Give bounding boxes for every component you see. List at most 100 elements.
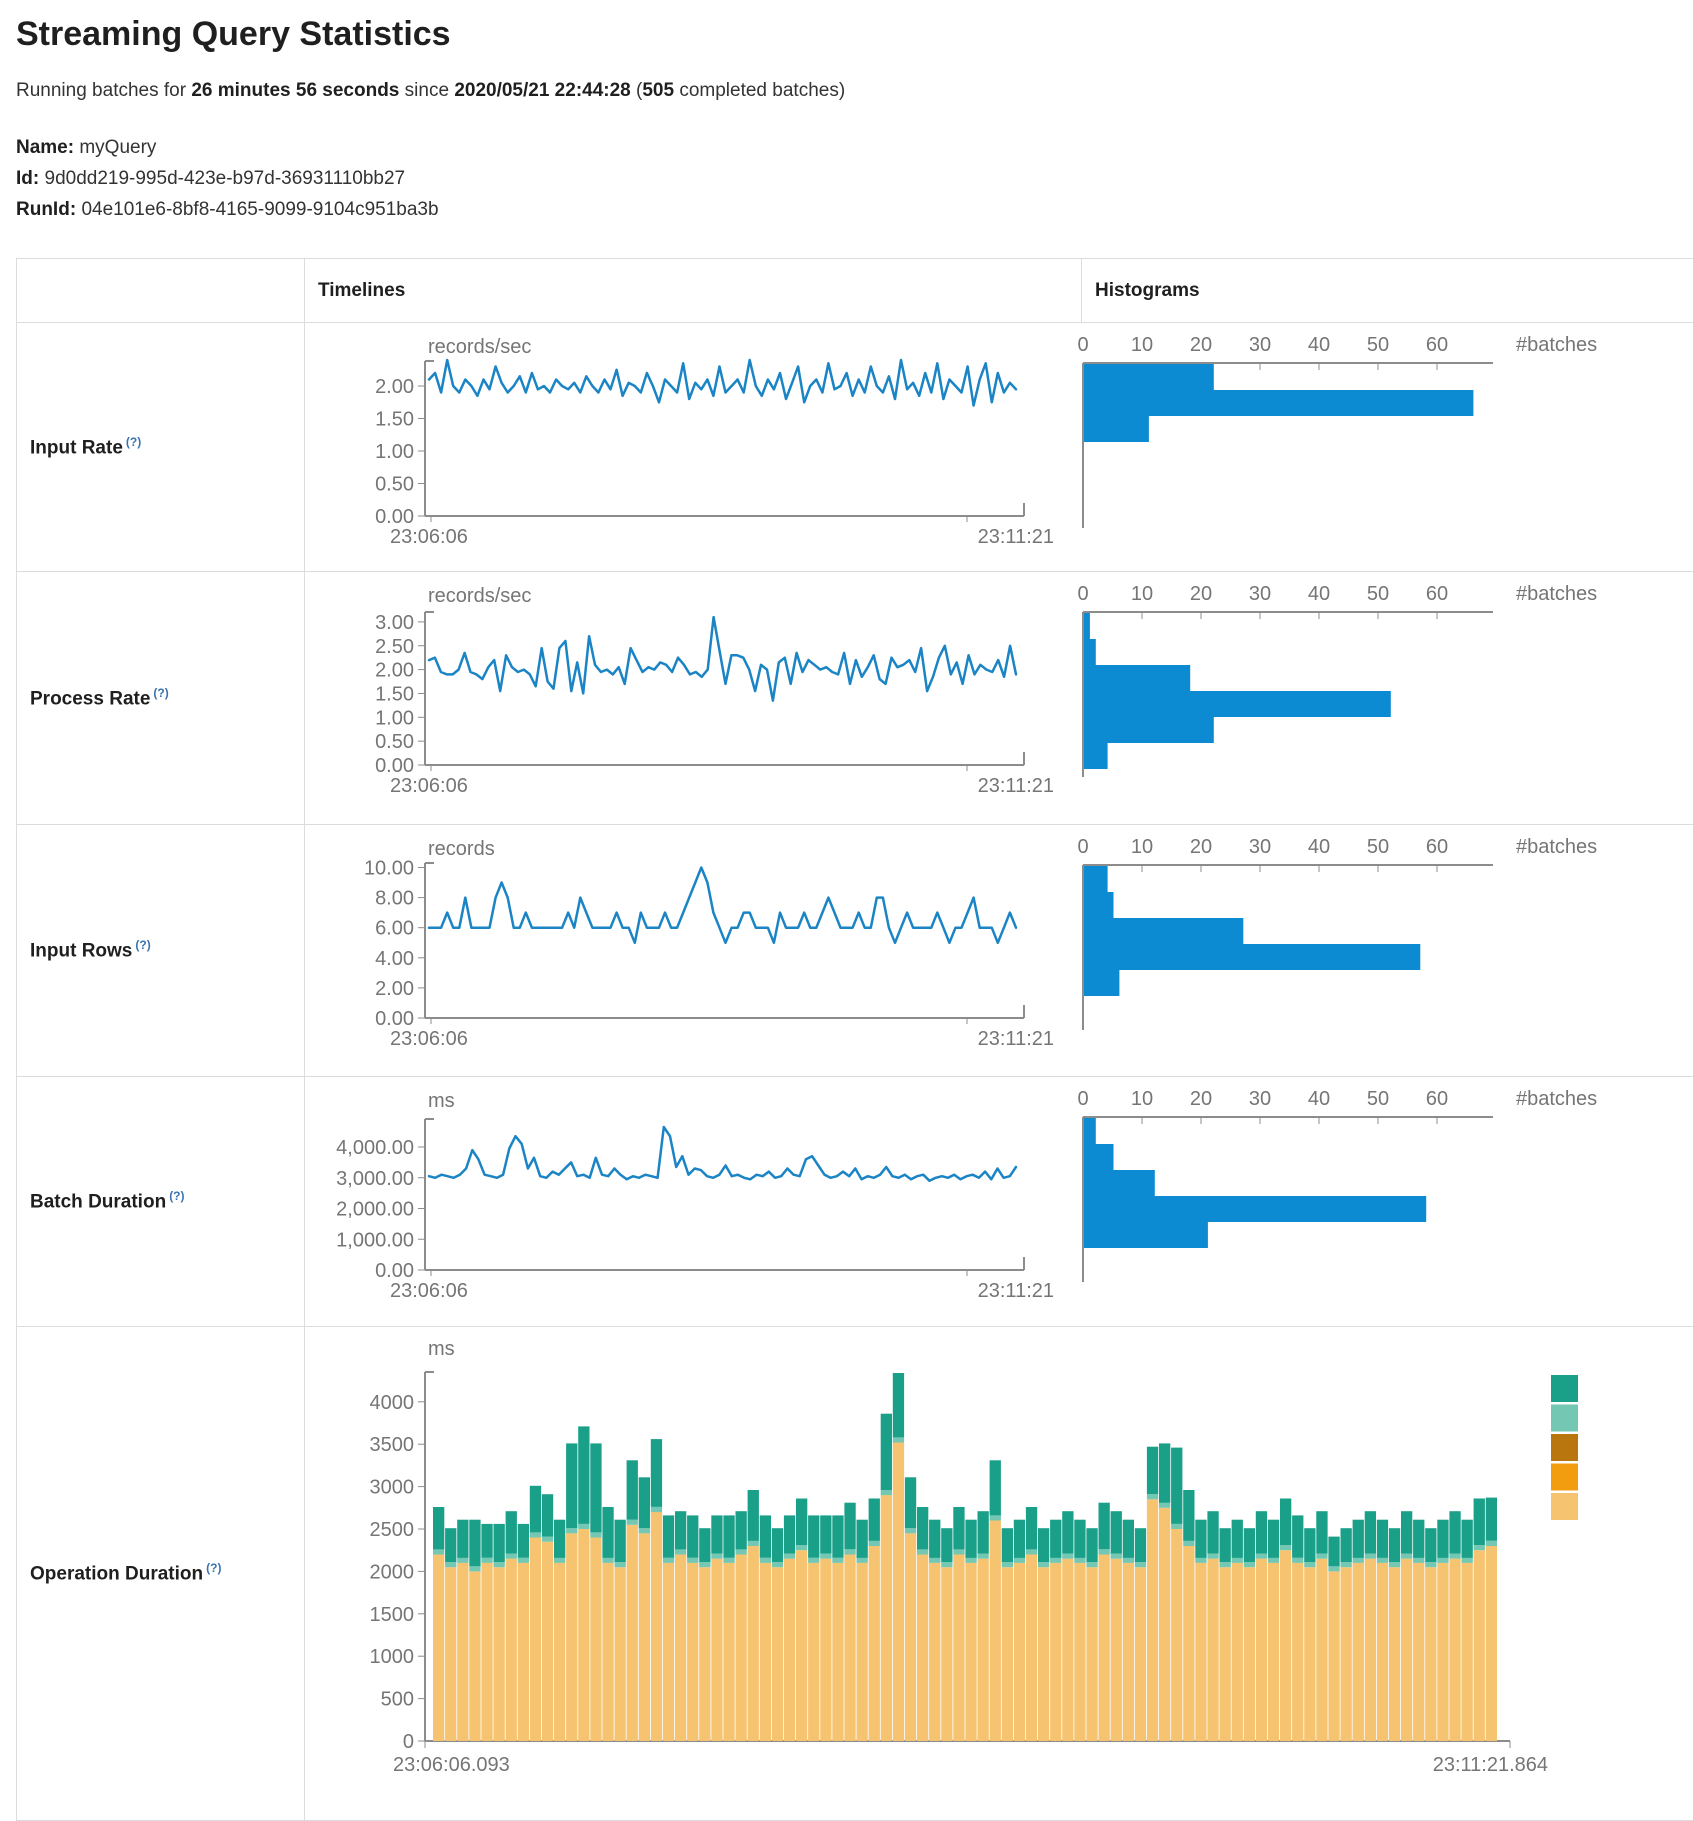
svg-text:3.00: 3.00 (375, 612, 414, 634)
input-rows-timeline-chart: records10.008.006.004.002.000.0023:06:06… (305, 825, 1068, 1076)
svg-text:0: 0 (1077, 334, 1088, 356)
row-label-text: Process Rate (30, 688, 150, 709)
run-summary-since: since (399, 80, 454, 101)
legend-swatch[interactable] (1551, 1375, 1578, 1402)
batch-duration-help-icon[interactable]: (?) (169, 1189, 184, 1203)
svg-text:1,000.00: 1,000.00 (336, 1229, 414, 1251)
svg-text:0.00: 0.00 (375, 506, 414, 528)
query-runid-value: 04e101e6-8bf8-4165-9099-9104c951ba3b (81, 199, 438, 220)
svg-text:2500: 2500 (370, 1519, 415, 1541)
run-summary-prefix: Running batches for (16, 80, 191, 101)
svg-text:23:06:06.093: 23:06:06.093 (393, 1754, 510, 1776)
row-label-batch-duration: Batch Duration(?) (17, 1077, 305, 1327)
svg-text:1.50: 1.50 (375, 683, 414, 705)
legend-swatch[interactable] (1551, 1405, 1578, 1432)
run-duration: 26 minutes 56 seconds (191, 80, 399, 101)
svg-text:23:06:06: 23:06:06 (390, 1028, 468, 1050)
page-title: Streaming Query Statistics (16, 14, 1678, 54)
query-meta: Name: myQuery Id: 9d0dd219-995d-423e-b97… (16, 132, 1678, 225)
query-name-value: myQuery (79, 137, 156, 158)
svg-text:20: 20 (1190, 334, 1212, 356)
svg-text:1500: 1500 (370, 1604, 415, 1626)
input-rate-help-icon[interactable]: (?) (126, 435, 141, 449)
legend-swatch[interactable] (1551, 1464, 1578, 1491)
svg-text:10: 10 (1131, 334, 1153, 356)
svg-text:60: 60 (1426, 583, 1448, 605)
run-start-time: 2020/05/21 22:44:28 (454, 80, 630, 101)
query-name-row: Name: myQuery (16, 132, 1678, 163)
svg-text:60: 60 (1426, 836, 1448, 858)
svg-text:50: 50 (1367, 583, 1389, 605)
svg-text:0.00: 0.00 (375, 1260, 414, 1282)
svg-text:10: 10 (1131, 836, 1153, 858)
query-runid-label: RunId: (16, 199, 76, 220)
svg-text:0: 0 (403, 1731, 414, 1753)
svg-text:20: 20 (1190, 583, 1212, 605)
svg-text:4,000.00: 4,000.00 (336, 1137, 414, 1159)
svg-text:2000: 2000 (370, 1561, 415, 1583)
svg-text:#batches: #batches (1516, 583, 1597, 605)
query-name-label: Name: (16, 137, 74, 158)
svg-text:30: 30 (1249, 583, 1271, 605)
svg-text:60: 60 (1426, 1088, 1448, 1110)
svg-text:0.50: 0.50 (375, 731, 414, 753)
svg-text:40: 40 (1308, 836, 1330, 858)
svg-text:2.00: 2.00 (375, 978, 414, 1000)
svg-text:40: 40 (1308, 583, 1330, 605)
svg-text:2,000.00: 2,000.00 (336, 1199, 414, 1221)
input-rows-help-icon[interactable]: (?) (135, 938, 150, 952)
svg-text:0: 0 (1077, 1088, 1088, 1110)
svg-text:0: 0 (1077, 583, 1088, 605)
operation-duration-help-icon[interactable]: (?) (206, 1561, 221, 1575)
statistics-table: Timelines Histograms Input Rate(?) recor… (16, 258, 1693, 1821)
run-summary-suffix: completed batches) (674, 80, 845, 101)
legend-swatch[interactable] (1551, 1493, 1578, 1520)
svg-text:30: 30 (1249, 1088, 1271, 1110)
row-label-input-rows: Input Rows(?) (17, 825, 305, 1077)
column-header-histograms: Histograms (1082, 259, 1693, 323)
svg-text:40: 40 (1308, 1088, 1330, 1110)
process-rate-timeline-chart: records/sec3.002.502.001.501.000.500.002… (305, 572, 1068, 824)
svg-text:records/sec: records/sec (428, 336, 531, 358)
svg-text:40: 40 (1308, 334, 1330, 356)
svg-text:2.50: 2.50 (375, 636, 414, 658)
batch-duration-timeline-chart: ms4,000.003,000.002,000.001,000.000.0023… (305, 1077, 1068, 1326)
svg-text:23:11:21: 23:11:21 (978, 526, 1054, 548)
page: Streaming Query Statistics Running batch… (0, 14, 1693, 1821)
legend-swatch[interactable] (1551, 1434, 1578, 1461)
row-label-text: Batch Duration (30, 1192, 166, 1213)
svg-text:50: 50 (1367, 836, 1389, 858)
row-label-text: Operation Duration (30, 1564, 203, 1585)
completed-batches-count: 505 (642, 80, 674, 101)
svg-text:50: 50 (1367, 334, 1389, 356)
svg-text:records: records (428, 838, 495, 860)
svg-text:3000: 3000 (370, 1477, 415, 1499)
svg-text:1.00: 1.00 (375, 441, 414, 463)
operation-duration-stacked-chart: ms4000350030002500200015001000500023:06:… (305, 1327, 1692, 1820)
svg-text:1000: 1000 (370, 1646, 415, 1668)
svg-text:4.00: 4.00 (375, 948, 414, 970)
process-rate-help-icon[interactable]: (?) (153, 686, 168, 700)
run-summary: Running batches for 26 minutes 56 second… (16, 80, 1678, 102)
svg-text:records/sec: records/sec (428, 585, 531, 607)
svg-text:30: 30 (1249, 836, 1271, 858)
svg-text:8.00: 8.00 (375, 888, 414, 910)
svg-text:2.00: 2.00 (375, 376, 414, 398)
svg-text:1.50: 1.50 (375, 409, 414, 431)
svg-text:23:11:21: 23:11:21 (978, 775, 1054, 797)
svg-text:500: 500 (381, 1689, 414, 1711)
svg-text:#batches: #batches (1516, 836, 1597, 858)
svg-text:10.00: 10.00 (364, 858, 414, 880)
svg-text:3500: 3500 (370, 1434, 415, 1456)
query-runid-row: RunId: 04e101e6-8bf8-4165-9099-9104c951b… (16, 194, 1678, 225)
svg-text:0.00: 0.00 (375, 1008, 414, 1030)
